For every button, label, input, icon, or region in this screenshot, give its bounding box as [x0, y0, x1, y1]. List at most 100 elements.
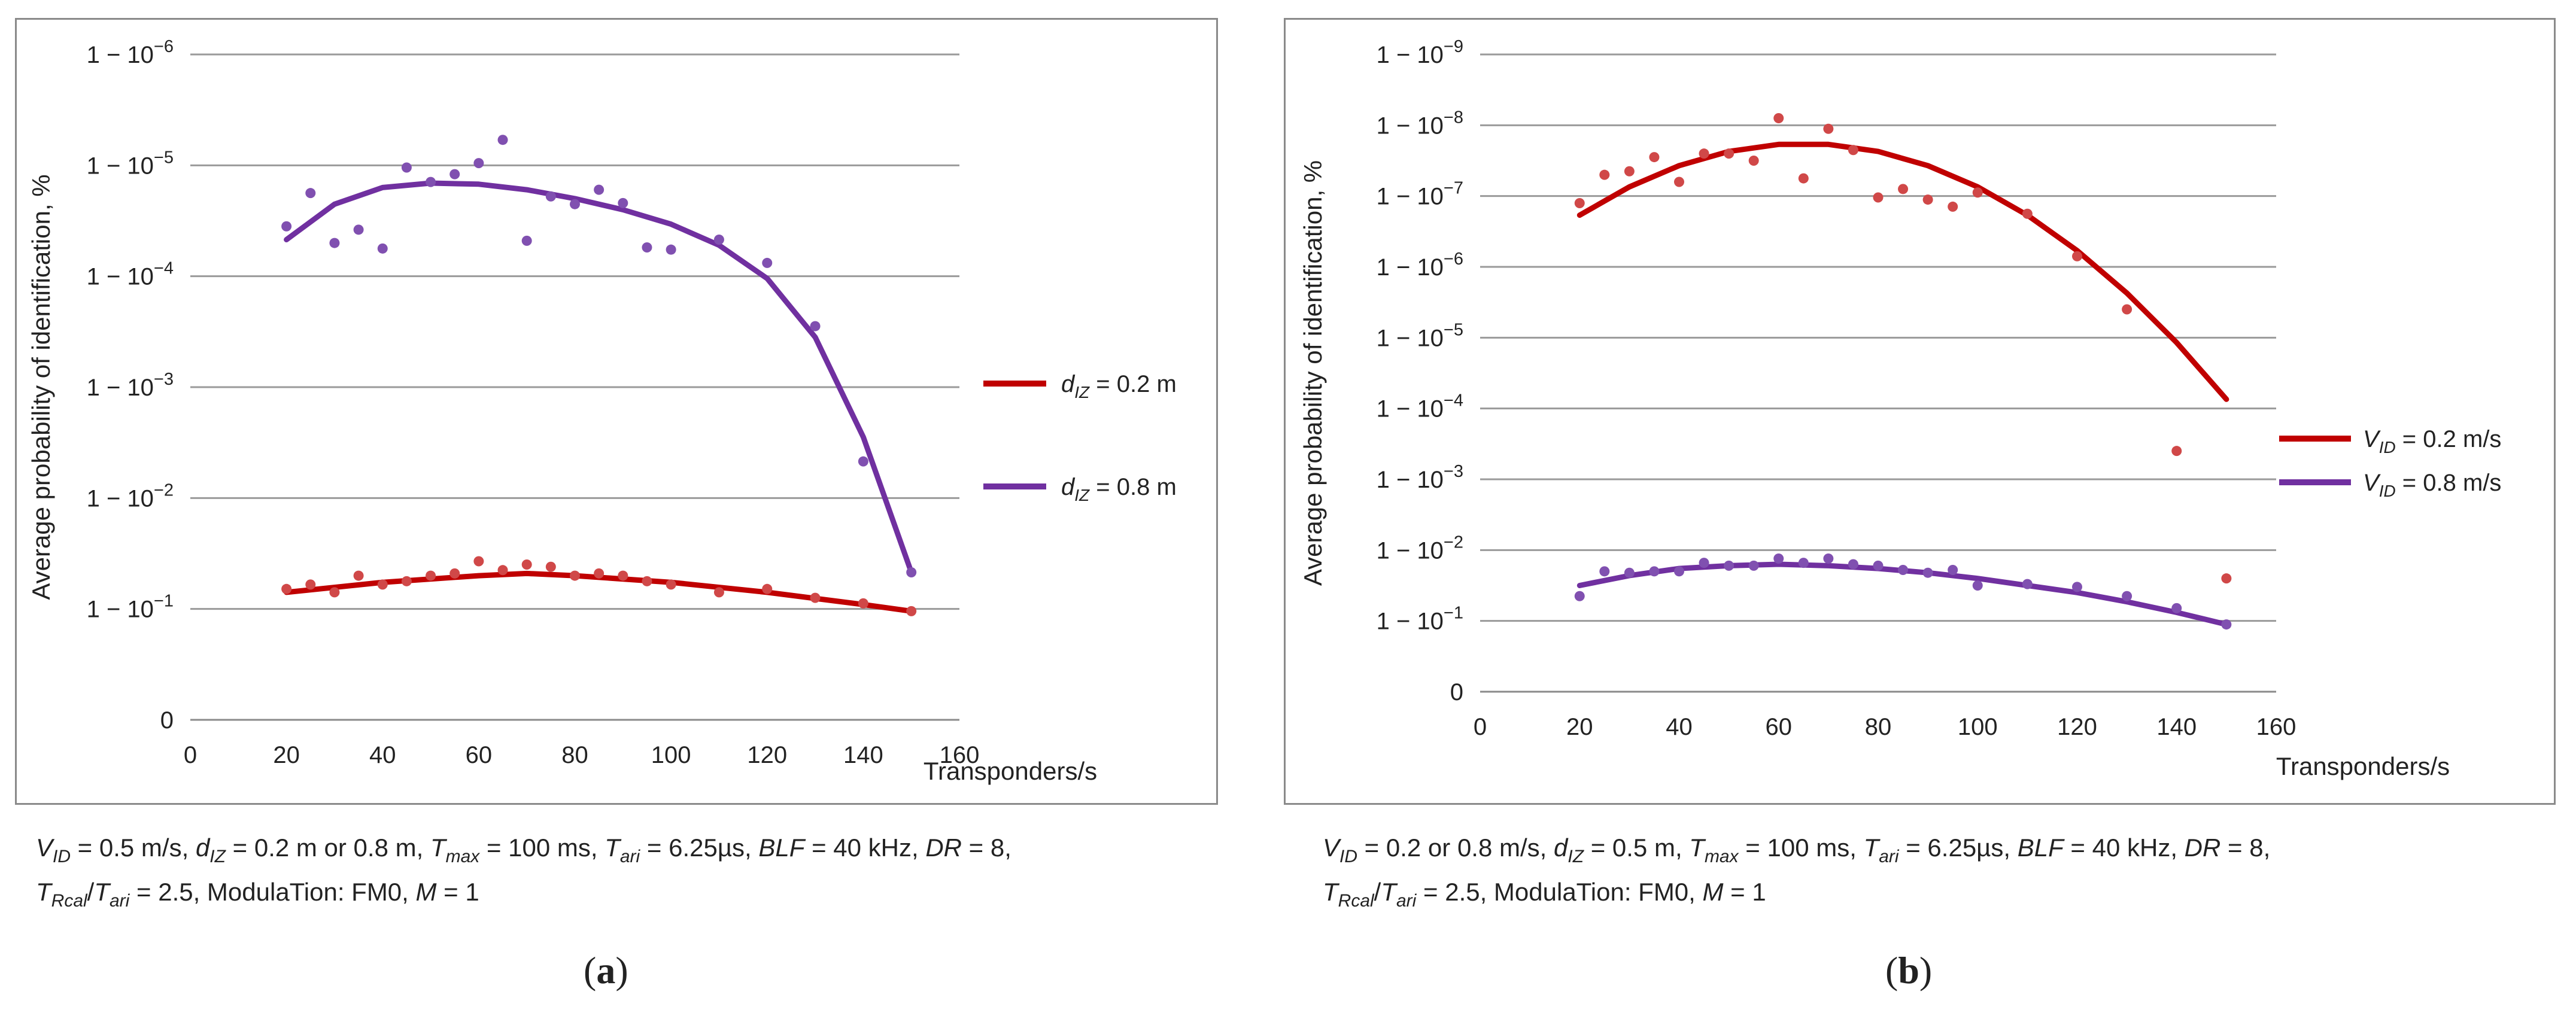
chart-a-x-tick-label-8: 160	[940, 742, 980, 768]
chart-a-series-2-point-14	[594, 184, 604, 195]
chart-a-legend-label-1: dIZ = 0.2 m	[1061, 371, 1177, 402]
chart-a-series-1-trendline	[284, 570, 915, 614]
chart-b-x-axis-label: Transponders/s	[2276, 752, 2450, 780]
caption-a1-var-4: BLF	[758, 834, 805, 862]
chart-a-legend-2-value: = 0.8 m	[1089, 474, 1177, 500]
caption-b1-var-3: T	[1863, 834, 1879, 862]
chart-a-series-2-point-4	[353, 224, 364, 235]
chart-b-y-axis-label: Average probability of identification, %	[1299, 160, 1327, 586]
chart-b-series-2-point-5	[1674, 566, 1684, 577]
chart-b-series-2-point-10	[1798, 558, 1809, 568]
chart-b-series-1-point-20	[2122, 304, 2133, 315]
caption-b2-var-0: T	[1323, 878, 1338, 906]
chart-a-series-1-point-16	[642, 576, 652, 586]
chart-b-series-2-point-3	[1624, 567, 1635, 578]
chart-a-legend-1-var: d	[1061, 371, 1076, 397]
chart-a-y-tick-exp-4: −4	[154, 259, 174, 278]
chart-a-series-2-point-10	[497, 135, 508, 145]
chart-a-series-2-point-22	[906, 567, 917, 578]
chart-b-x-tick-label-0: 0	[1474, 714, 1487, 740]
chart-b-series-1-point-18	[2022, 208, 2033, 219]
chart-a-legend-1-sub: IZ	[1074, 383, 1090, 402]
chart-b-y-tick-base-9: 1 − 10	[1377, 42, 1444, 68]
chart-b-series-2-point-6	[1699, 558, 1709, 568]
caption-b1-text-3: = 6.25µs,	[1898, 834, 2018, 862]
caption-b2-sub-1: ari	[1396, 891, 1417, 911]
caption-b1-sub-3: ari	[1879, 847, 1899, 866]
caption-a1-text-2: = 100 ms,	[479, 834, 605, 862]
chart-a-y-tick-exp-6: −6	[154, 37, 174, 56]
caption-b-line-2: TRcal/Tari = 2.5, ModulaTion: FM0, M = 1	[1323, 870, 1766, 923]
caption-b1-text-5: = 8,	[2220, 834, 2271, 862]
chart-a-x-tick-label-0: 0	[184, 742, 197, 768]
chart-a-series-2-point-18	[713, 235, 724, 245]
caption-b1-sub-2: max	[1704, 847, 1739, 866]
caption-a2-var-0: T	[36, 878, 51, 906]
chart-b-y-tick-label-7: 1 − 10−7	[1377, 179, 1463, 210]
chart-b-series-2-point-4	[1649, 566, 1660, 577]
chart-a-series-1-point-1	[281, 583, 292, 594]
chart-b-y-tick-label-4: 1 − 10−4	[1377, 391, 1463, 422]
chart-a-series-2-point-6	[401, 162, 412, 173]
caption-a1-var-3: T	[604, 834, 620, 862]
caption-a2-text-0: /	[87, 878, 95, 906]
chart-a-y-tick-label-1: 1 − 10−1	[87, 592, 174, 623]
chart-b-series-2-point-17	[1972, 580, 1983, 591]
chart-a-series-2-point-20	[810, 321, 821, 331]
chart-a-y-tick-label-2: 1 − 10−2	[87, 480, 174, 512]
caption-a2-sub-0: Rcal	[51, 891, 87, 911]
caption-a1-sub-3: ari	[619, 847, 640, 866]
chart-b-series-1-point-7	[1724, 148, 1734, 159]
caption-a1-sub-2: max	[445, 847, 480, 866]
chart-a-series-1-point-9	[473, 556, 484, 567]
caption-a1-var-1: d	[195, 834, 210, 862]
caption-b-line-1: VID = 0.2 or 0.8 m/s, dIZ = 0.5 m, Tmax …	[1323, 826, 2270, 879]
chart-b-legend-1-value: = 0.2 m/s	[2396, 426, 2502, 452]
caption-a1-text-3: = 6.25µs,	[640, 834, 759, 862]
chart-a-x-tick-label-5: 100	[651, 742, 691, 768]
chart-a-series-2-trendline	[284, 180, 915, 575]
chart-a-legend-2-sub: IZ	[1074, 486, 1090, 504]
chart-b-series-2-point-13	[1873, 560, 1884, 571]
chart-a-series-1-point-11	[521, 559, 532, 570]
chart-a-y-tick-label-3: 1 − 10−3	[87, 370, 174, 401]
chart-b-y-tick-label-2: 1 − 10−2	[1377, 533, 1463, 564]
chart-b-y-tick-label-9: 1 − 10−9	[1377, 37, 1463, 68]
chart-a-series-2-point-11	[521, 235, 532, 246]
chart-b-series-1-point-2	[1599, 169, 1610, 180]
chart-b-y-tick-exp-4: −4	[1444, 391, 1463, 410]
chart-b-series-2-point-11	[1823, 553, 1834, 564]
chart-b-x-tick-label-6: 120	[2057, 714, 2097, 740]
caption-b1-var-2: T	[1689, 834, 1705, 862]
caption-a2-text-2: = 1	[436, 878, 479, 906]
chart-b-y-tick-label-3: 1 − 10−3	[1377, 462, 1463, 493]
chart-a-y-tick-exp-5: −5	[154, 148, 174, 167]
chart-a-svg: 01 − 10−11 − 10−21 − 10−31 − 10−41 − 10−…	[27, 37, 1177, 785]
chart-a-x-tick-label-1: 20	[273, 742, 300, 768]
chart-a-y-tick-base-0: 0	[160, 707, 174, 734]
chart-b-y-tick-exp-9: −9	[1444, 37, 1463, 56]
chart-b-series-1-point-6	[1699, 148, 1709, 159]
chart-b-legend-label-1: VID = 0.2 m/s	[2363, 426, 2501, 457]
chart-b-series-1-point-12	[1848, 145, 1858, 156]
chart-b-x-tick-label-4: 80	[1865, 714, 1892, 740]
chart-a-y-tick-base-3: 1 − 10	[87, 375, 154, 401]
chart-a-y-tick-base-1: 1 − 10	[87, 597, 154, 623]
caption-b2-var-2: M	[1702, 878, 1724, 906]
chart-a-series-2-point-16	[642, 242, 652, 253]
caption-b2-sub-0: Rcal	[1338, 891, 1374, 911]
chart-a-series-2-point-3	[329, 238, 340, 248]
caption-a1-sub-0: ID	[53, 847, 71, 866]
caption-a-line-1: VID = 0.5 m/s, dIZ = 0.2 m or 0.8 m, Tma…	[36, 826, 1011, 879]
chart-b-series-1-point-3	[1624, 166, 1635, 177]
chart-a-y-tick-exp-2: −2	[154, 480, 174, 500]
chart-b-series-1-point-1	[1574, 198, 1585, 208]
chart-b-series-2-point-12	[1848, 559, 1858, 570]
chart-b-y-tick-base-1: 1 − 10	[1377, 609, 1444, 635]
chart-a-series-1-point-14	[594, 568, 604, 579]
caption-a1-var-5: DR	[925, 834, 962, 862]
caption-a-line-2: TRcal/Tari = 2.5, ModulaTion: FM0, M = 1	[36, 870, 479, 923]
chart-b-legend-1-sub: ID	[2379, 438, 2396, 457]
chart-b-series-1-point-9	[1773, 113, 1784, 123]
chart-b-legend-2-sub: ID	[2379, 482, 2396, 500]
